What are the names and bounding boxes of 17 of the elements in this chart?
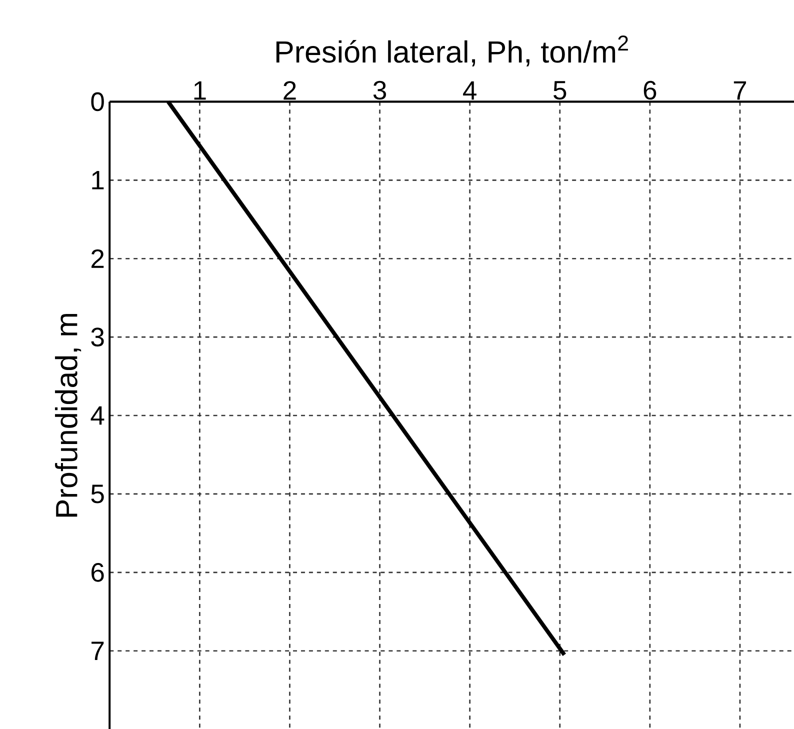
y-tick-label: 5	[91, 484, 104, 504]
y-tick-label: 4	[90, 406, 104, 425]
x-tick-label: 2	[284, 80, 296, 100]
x-tick-label: 3	[373, 80, 386, 100]
y-tick-label: 6	[92, 562, 104, 582]
y-tick-label: 7	[92, 642, 104, 660]
y-tick-label: 0	[91, 92, 104, 111]
y-tick-label: 1	[92, 170, 104, 190]
x-tick-label: 6	[644, 80, 656, 100]
x-tick-label: 7	[734, 81, 746, 100]
y-tick-label: 2	[92, 249, 104, 268]
x-tick-label: 1	[194, 81, 206, 100]
y-tick-label: 3	[91, 328, 104, 346]
x-tick-label: 4	[463, 81, 476, 100]
y-axis-title: Profundidad, m	[54, 314, 82, 516]
x-axis-title: Presión lateral, Ph, ton/m$^{2}$	[276, 35, 628, 66]
x-tick-label: 5	[554, 80, 566, 100]
